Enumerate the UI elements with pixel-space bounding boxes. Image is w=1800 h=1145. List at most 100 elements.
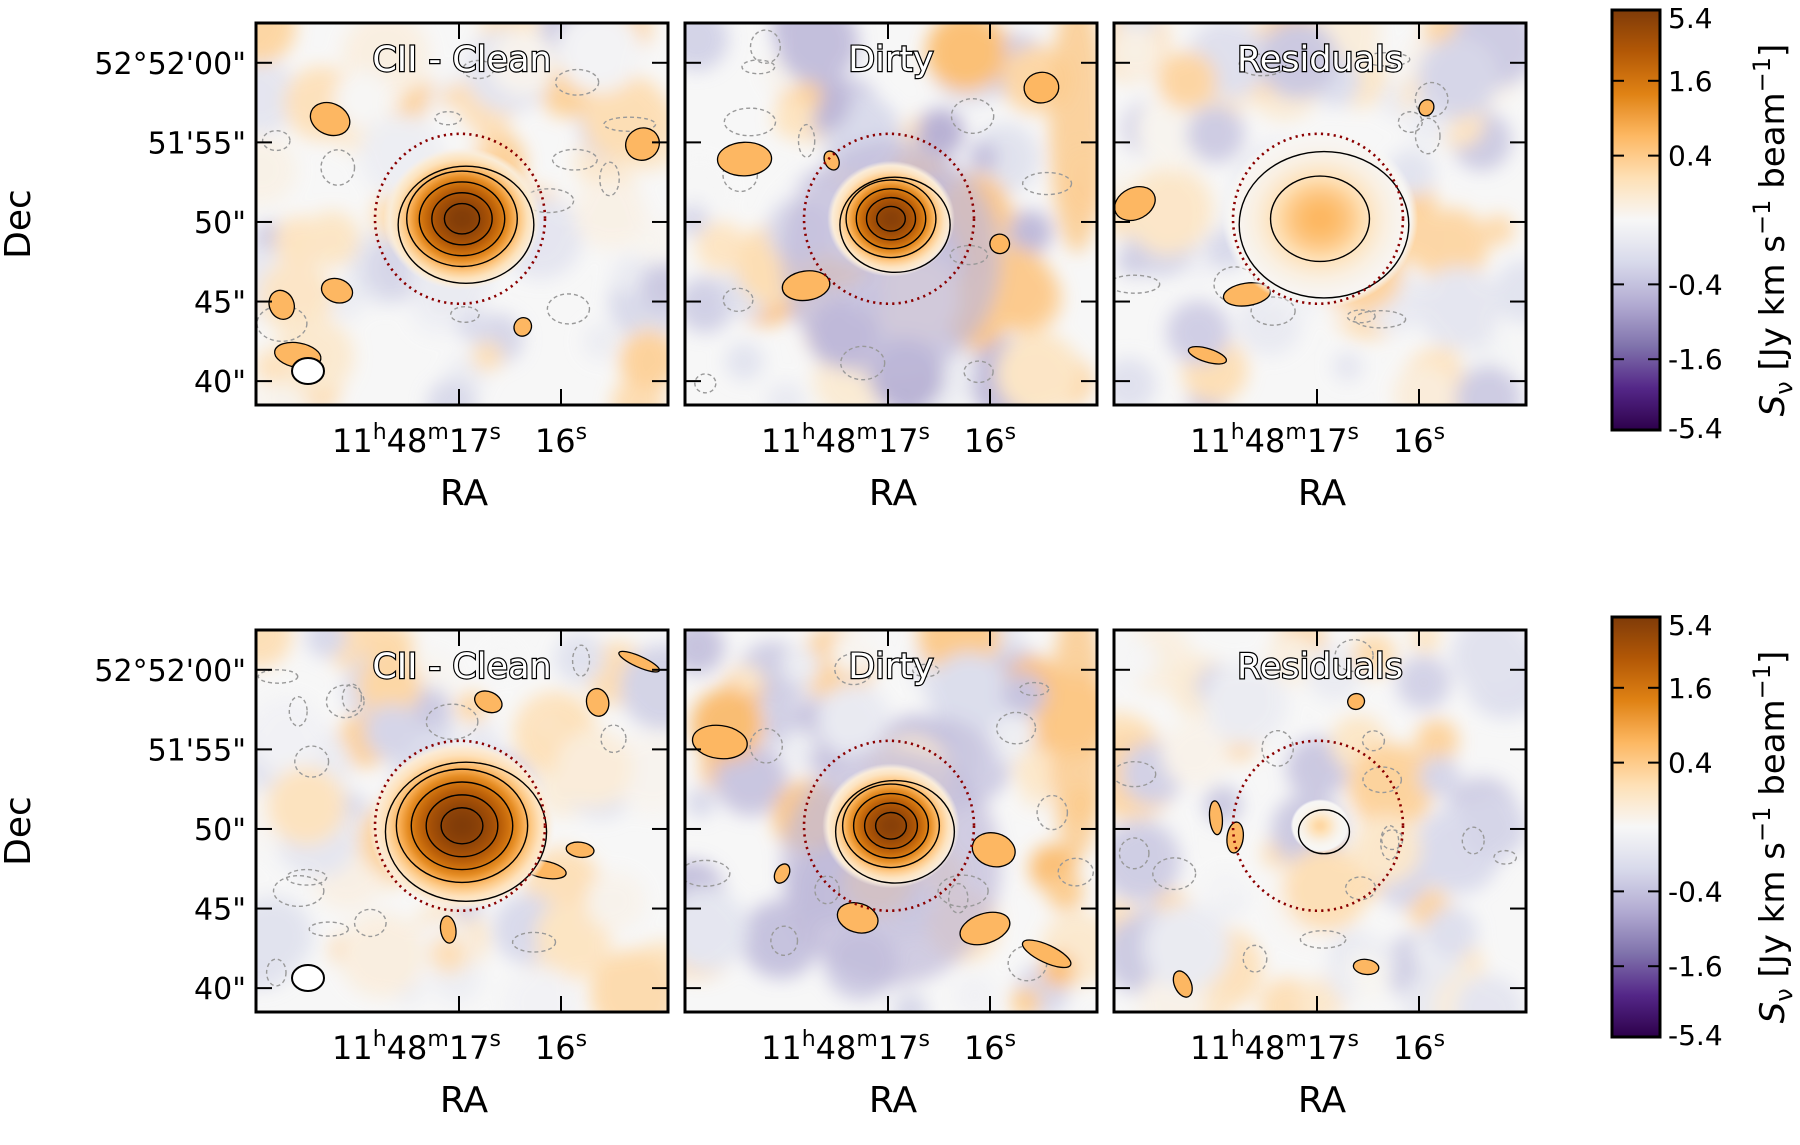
colorbar-tick-label: 0.4 xyxy=(1668,140,1713,173)
negative-contour xyxy=(840,345,886,381)
negative-contour xyxy=(265,958,287,987)
source-contour xyxy=(440,807,484,845)
tick-value: 48 xyxy=(387,1029,428,1067)
colorbar-gradient xyxy=(1610,8,1662,432)
negative-contour xyxy=(1414,81,1449,118)
panel-1-1 xyxy=(685,630,1097,1012)
negative-contour xyxy=(554,68,600,96)
positive-contour xyxy=(565,841,595,859)
negative-contour xyxy=(1238,53,1287,77)
colorbar-label-part: ν xyxy=(1770,988,1798,1001)
positive-contour xyxy=(1023,71,1060,104)
x-axis-label: RA xyxy=(440,473,489,514)
colorbar-1: 5.41.60.4-0.4-1.6-5.4Sν [Jy km s−1 beam−… xyxy=(1610,609,1798,1052)
x-tick-label: 11h48m17s xyxy=(332,420,501,460)
panel-frame xyxy=(683,21,1099,407)
source-contour xyxy=(876,205,906,232)
negative-contour xyxy=(912,663,940,678)
positive-contour xyxy=(268,289,295,320)
panel-frame xyxy=(1112,21,1528,407)
negative-contour xyxy=(449,305,480,324)
colorbar-tick-label: -1.6 xyxy=(1668,950,1723,983)
y-tick-label: 51'55" xyxy=(148,733,246,768)
positive-contour xyxy=(716,141,773,177)
colorbar-tick-label: 5.4 xyxy=(1668,2,1713,35)
positive-contour xyxy=(1114,186,1156,222)
colorbar-tick-label: -1.6 xyxy=(1668,343,1723,376)
panel-frame xyxy=(683,628,1099,1014)
source-contour xyxy=(839,176,951,274)
colorbar-tick-label: 0.4 xyxy=(1668,747,1713,780)
positive-contour xyxy=(1352,958,1380,976)
negative-contour xyxy=(1414,117,1441,155)
negative-contour xyxy=(814,875,840,905)
tick-value: 48 xyxy=(1245,1029,1286,1067)
positive-contour xyxy=(309,101,351,137)
x-tick-label: 16s xyxy=(964,420,1016,460)
colorbar-tick-label: -0.4 xyxy=(1668,268,1723,301)
source-contour xyxy=(855,188,927,250)
tick-unit: h xyxy=(802,420,816,445)
tick-unit: s xyxy=(490,1027,501,1052)
tick-value: 16 xyxy=(964,1029,1005,1067)
negative-contour xyxy=(950,98,995,135)
negative-contour xyxy=(1334,638,1374,673)
tick-unit: h xyxy=(802,1027,816,1052)
source-contour xyxy=(397,165,535,285)
tick-unit: s xyxy=(919,420,930,445)
source-emission xyxy=(827,160,955,277)
tick-unit: s xyxy=(1005,1027,1016,1052)
aperture-circle xyxy=(1231,132,1405,306)
y-tick-label: 52°52'00" xyxy=(94,654,246,689)
x-tick-label: 11h48m17s xyxy=(1190,1027,1359,1067)
negative-contour xyxy=(325,684,365,719)
negative-contour xyxy=(320,149,356,186)
tick-value: 16 xyxy=(535,422,576,460)
source-emission xyxy=(383,147,541,291)
negative-contour xyxy=(1152,857,1197,891)
positive-contour xyxy=(1418,99,1435,117)
source-contour xyxy=(443,202,481,235)
x-axis-label: RA xyxy=(869,1080,918,1121)
tick-value: 17 xyxy=(449,1029,490,1067)
tick-value: 11 xyxy=(1190,422,1231,460)
positive-contour xyxy=(1347,692,1366,711)
x-axis-label: RA xyxy=(1298,473,1347,514)
colorbar-label: Sν [Jy km s−1 beam−1] xyxy=(1748,651,1798,1024)
tick-unit: s xyxy=(919,1027,930,1052)
negative-contour xyxy=(937,874,989,908)
source-contour xyxy=(874,811,908,840)
colorbar-label-part: [Jy km s xyxy=(1753,235,1793,381)
positive-contour xyxy=(1208,800,1224,836)
aperture-circle xyxy=(373,739,547,913)
negative-contour xyxy=(722,287,754,313)
negative-contour xyxy=(995,711,1037,745)
colorbar-label-part: beam xyxy=(1753,92,1793,199)
negative-contour xyxy=(741,59,776,75)
negative-contour xyxy=(1018,681,1050,697)
panel-title: CII - Clean xyxy=(372,647,551,687)
x-tick-label: 16s xyxy=(535,420,587,460)
colorbar-label-part: S xyxy=(1753,395,1793,417)
negative-contour xyxy=(1353,309,1407,329)
colorbar-tick-label: 1.6 xyxy=(1668,65,1713,98)
negative-contour xyxy=(511,931,557,953)
negative-contour xyxy=(294,745,330,778)
positive-contour xyxy=(625,127,661,161)
negative-contour xyxy=(1461,826,1485,855)
negative-contour xyxy=(425,703,479,740)
source-contour xyxy=(395,768,529,884)
colorbar-tick-label: -5.4 xyxy=(1668,1019,1723,1052)
negative-contour xyxy=(770,925,799,956)
tick-value: 11 xyxy=(332,422,373,460)
colorbar-label-part: S xyxy=(1753,1002,1793,1024)
aperture-circle xyxy=(373,132,547,306)
negative-contour xyxy=(797,123,816,158)
y-axis-label: Dec xyxy=(0,796,39,866)
panel-1-2 xyxy=(1114,630,1526,1012)
colorbar-label: Sν [Jy km s−1 beam−1] xyxy=(1748,44,1798,417)
beam-ellipse xyxy=(291,357,325,385)
negative-contour xyxy=(257,669,299,684)
negative-contour xyxy=(1379,824,1400,861)
negative-contour xyxy=(723,107,777,137)
